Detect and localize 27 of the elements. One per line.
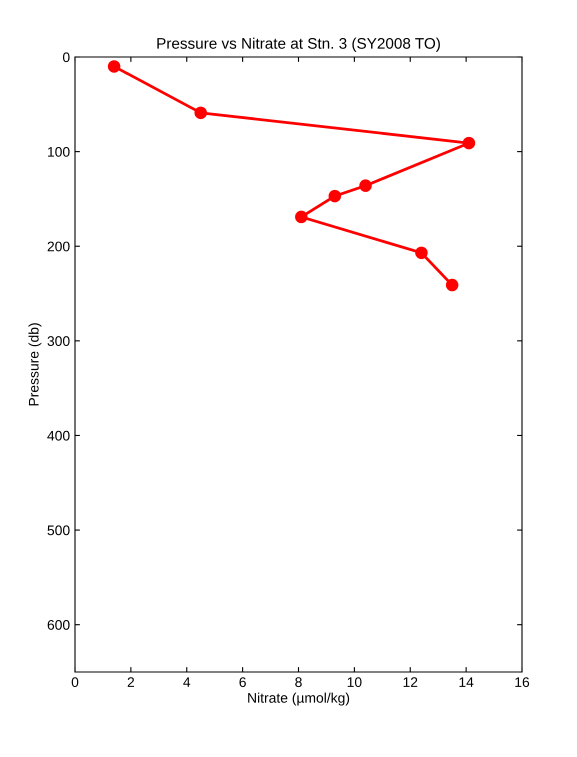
y-tick-label: 0 <box>62 52 70 62</box>
point <box>359 179 372 192</box>
point <box>328 190 342 202</box>
x-tick-label: 4 <box>183 677 190 687</box>
point <box>295 210 308 224</box>
y-tick-label: 300 <box>48 336 70 346</box>
point <box>462 136 476 150</box>
x-tick-label: 8 <box>295 677 302 688</box>
point <box>194 106 207 120</box>
x-tick-label: 10 <box>348 677 362 688</box>
chart-title: Pressure vs Nitrate at Stn. 3 (SY2008 TO) <box>157 38 440 52</box>
x-tick-label: 0 <box>72 677 78 688</box>
y-axis-title: Pressure (db) <box>28 323 42 406</box>
x-tick-label: 16 <box>515 677 530 688</box>
point <box>108 60 120 73</box>
point <box>446 278 458 292</box>
x-tick-label: 2 <box>128 677 134 687</box>
x-axis-title: Nitrate (µmol/kg) <box>248 692 350 706</box>
y-tick-label: 100 <box>48 146 70 157</box>
y-tick-label: 500 <box>48 525 70 536</box>
x-tick-label: 6 <box>239 677 246 688</box>
x-tick-label: 14 <box>459 677 474 687</box>
y-tick-label: 600 <box>48 620 70 630</box>
point <box>415 246 428 260</box>
x-tick-label: 12 <box>404 677 418 687</box>
y-tick-label: 200 <box>48 242 70 252</box>
y-tick-label: 400 <box>47 430 70 441</box>
